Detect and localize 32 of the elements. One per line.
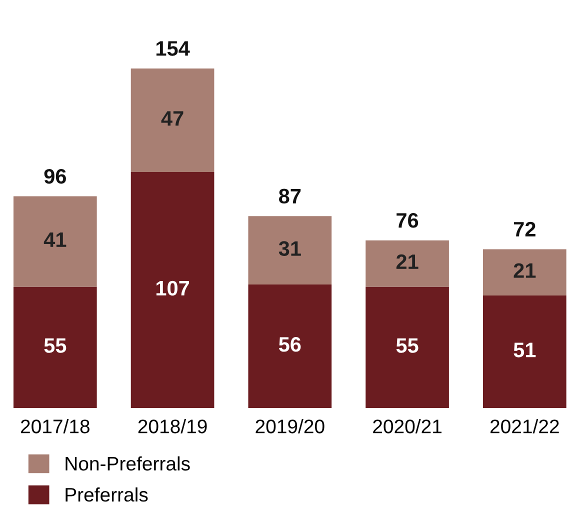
data-label: 107 <box>156 280 190 296</box>
total-label: 72 <box>514 222 536 236</box>
total-label: 87 <box>278 188 301 204</box>
bar <box>248 216 332 284</box>
bar <box>482 249 566 296</box>
x-tick-label: 2021/22 <box>490 419 559 434</box>
data-label: 21 <box>396 254 418 269</box>
total-label: 154 <box>156 41 190 56</box>
x-tick-label: 2019/20 <box>256 419 324 434</box>
total-label: 76 <box>396 213 418 228</box>
legend-label: Non-Preferrals <box>66 456 190 471</box>
bar <box>366 240 449 287</box>
bar <box>14 196 97 287</box>
bar <box>130 172 214 408</box>
bar <box>248 284 332 408</box>
bar <box>14 286 97 408</box>
bar <box>482 296 566 408</box>
bar <box>366 286 449 408</box>
data-label: 56 <box>278 337 301 352</box>
x-tick-label: 2017/18 <box>21 419 90 434</box>
data-label: 31 <box>278 241 301 256</box>
data-label: 21 <box>514 263 536 278</box>
data-label: 41 <box>44 232 66 247</box>
legend-label: Preferrals <box>66 487 148 502</box>
x-tick-label: 2018/19 <box>138 419 207 434</box>
total-label: 96 <box>44 168 66 184</box>
data-label: 55 <box>44 338 66 353</box>
data-label: 51 <box>514 342 536 358</box>
data-label: 47 <box>161 111 184 126</box>
bar <box>130 68 214 172</box>
data-label: 55 <box>396 338 418 353</box>
x-tick-label: 2020/21 <box>373 419 442 434</box>
